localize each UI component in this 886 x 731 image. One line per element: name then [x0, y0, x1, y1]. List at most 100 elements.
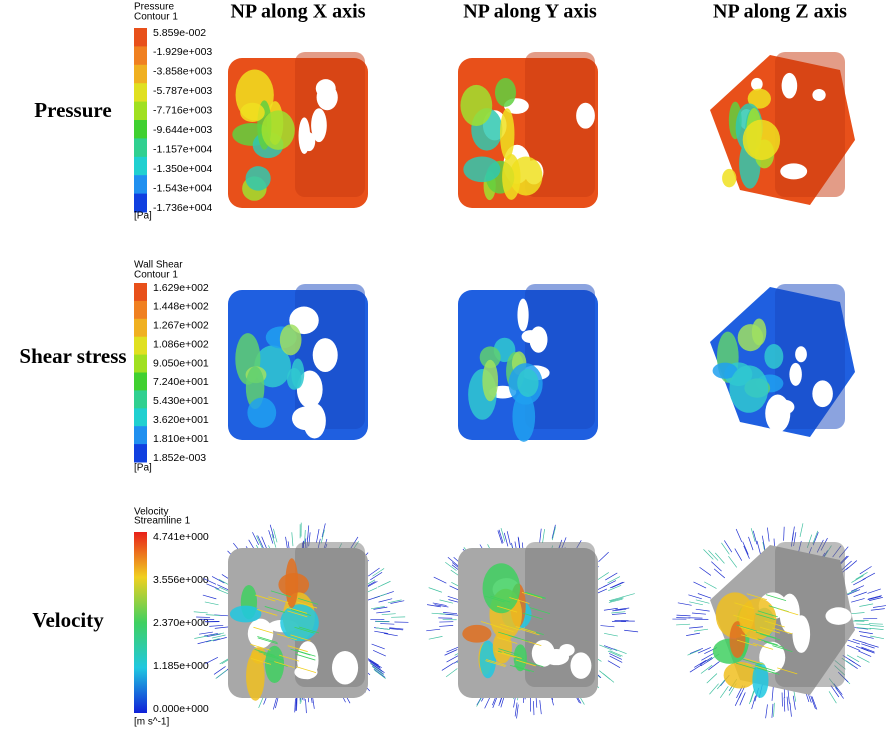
- streamline: [380, 623, 395, 625]
- streamline: [757, 638, 778, 646]
- streamline: [193, 611, 208, 614]
- streamline: [373, 606, 388, 610]
- streamline: [856, 655, 870, 663]
- streamline: [204, 601, 219, 606]
- streamline: [497, 530, 503, 544]
- colorbar-tick-label: -1.543e+004: [153, 182, 212, 194]
- streamline: [256, 535, 263, 549]
- legend-title: Velocity: [134, 507, 168, 518]
- colorbar-tick-label: -1.157e+004: [153, 143, 212, 155]
- streamline: [274, 661, 295, 668]
- colorbar: [134, 532, 147, 713]
- streamline: [426, 628, 441, 632]
- streamline: [321, 523, 326, 538]
- streamline: [609, 581, 623, 589]
- streamline: [604, 632, 618, 637]
- streamline: [498, 648, 519, 656]
- streamline: [700, 658, 713, 667]
- scaffold-render: [228, 52, 368, 208]
- streamline: [697, 647, 711, 654]
- streamline: [854, 627, 869, 630]
- streamline: [268, 530, 274, 544]
- streamline: [851, 575, 864, 583]
- pore: [789, 362, 802, 386]
- streamline: [870, 635, 885, 640]
- streamline: [676, 614, 691, 617]
- streamline: [688, 594, 702, 600]
- streamline: [509, 597, 530, 604]
- streamline: [372, 568, 385, 577]
- surface-patch: [712, 362, 738, 379]
- surface-patch: [729, 621, 746, 659]
- streamline: [539, 528, 542, 543]
- pore: [298, 117, 311, 155]
- streamline: [869, 625, 884, 627]
- streamline: [872, 605, 886, 608]
- streamline: [764, 620, 785, 628]
- streamline: [772, 645, 793, 652]
- streamline: [433, 576, 447, 584]
- pore: [294, 665, 318, 680]
- streamline: [213, 666, 226, 675]
- streamline: [372, 664, 385, 673]
- streamline: [261, 536, 268, 550]
- streamline: [368, 660, 381, 669]
- streamline: [257, 637, 278, 645]
- streamline: [689, 601, 703, 606]
- streamline: [217, 584, 231, 591]
- pore: [812, 89, 826, 102]
- scaffold-render: [458, 52, 598, 208]
- surface-patch: [462, 624, 492, 643]
- streamline: [371, 665, 384, 675]
- streamline: [390, 600, 405, 604]
- pore: [303, 403, 326, 439]
- colorbar-tick-label: -9.644e+003: [153, 124, 212, 136]
- streamline: [551, 524, 556, 539]
- pore: [792, 615, 811, 653]
- row-label: Pressure: [34, 98, 111, 122]
- streamline: [733, 614, 754, 622]
- streamline: [867, 595, 882, 601]
- streamline: [728, 556, 738, 568]
- streamline: [206, 638, 220, 643]
- streamline: [810, 695, 816, 709]
- streamline: [694, 628, 709, 632]
- streamline: [765, 594, 787, 601]
- streamline: [295, 696, 297, 711]
- colorbar-tick-label: 1.086e+002: [153, 338, 209, 350]
- streamline: [287, 607, 308, 614]
- streamline: [291, 532, 294, 547]
- streamline: [767, 527, 770, 542]
- streamline: [613, 648, 627, 655]
- streamline: [789, 702, 792, 717]
- streamline: [686, 632, 700, 636]
- pore: [795, 346, 807, 363]
- colorbar-band: [134, 318, 147, 338]
- colorbar-tick-label: 7.240e+001: [153, 376, 209, 388]
- streamline: [206, 633, 221, 638]
- streamline: [697, 593, 712, 599]
- streamline: [703, 549, 714, 560]
- streamline: [713, 568, 726, 579]
- streamline: [605, 572, 618, 581]
- surface-patch: [245, 166, 271, 191]
- streamline: [205, 657, 219, 664]
- streamline: [688, 626, 703, 629]
- colorbar-tick-label: 5.859e-002: [153, 27, 206, 39]
- streamline: [270, 590, 292, 598]
- streamline: [279, 654, 300, 662]
- streamline: [861, 643, 875, 649]
- colorbar-band: [134, 408, 147, 427]
- pore: [781, 72, 798, 99]
- colorbar-tick-label: 1.185e+000: [153, 660, 209, 672]
- pore: [570, 652, 592, 679]
- colorbar-band: [134, 444, 147, 463]
- scaffold-face: [295, 52, 365, 197]
- streamline: [370, 606, 385, 610]
- streamline: [609, 650, 623, 657]
- streamline: [765, 704, 768, 719]
- streamline: [676, 623, 691, 626]
- streamline: [389, 627, 404, 630]
- legend-subtitle: Contour 1: [134, 270, 178, 281]
